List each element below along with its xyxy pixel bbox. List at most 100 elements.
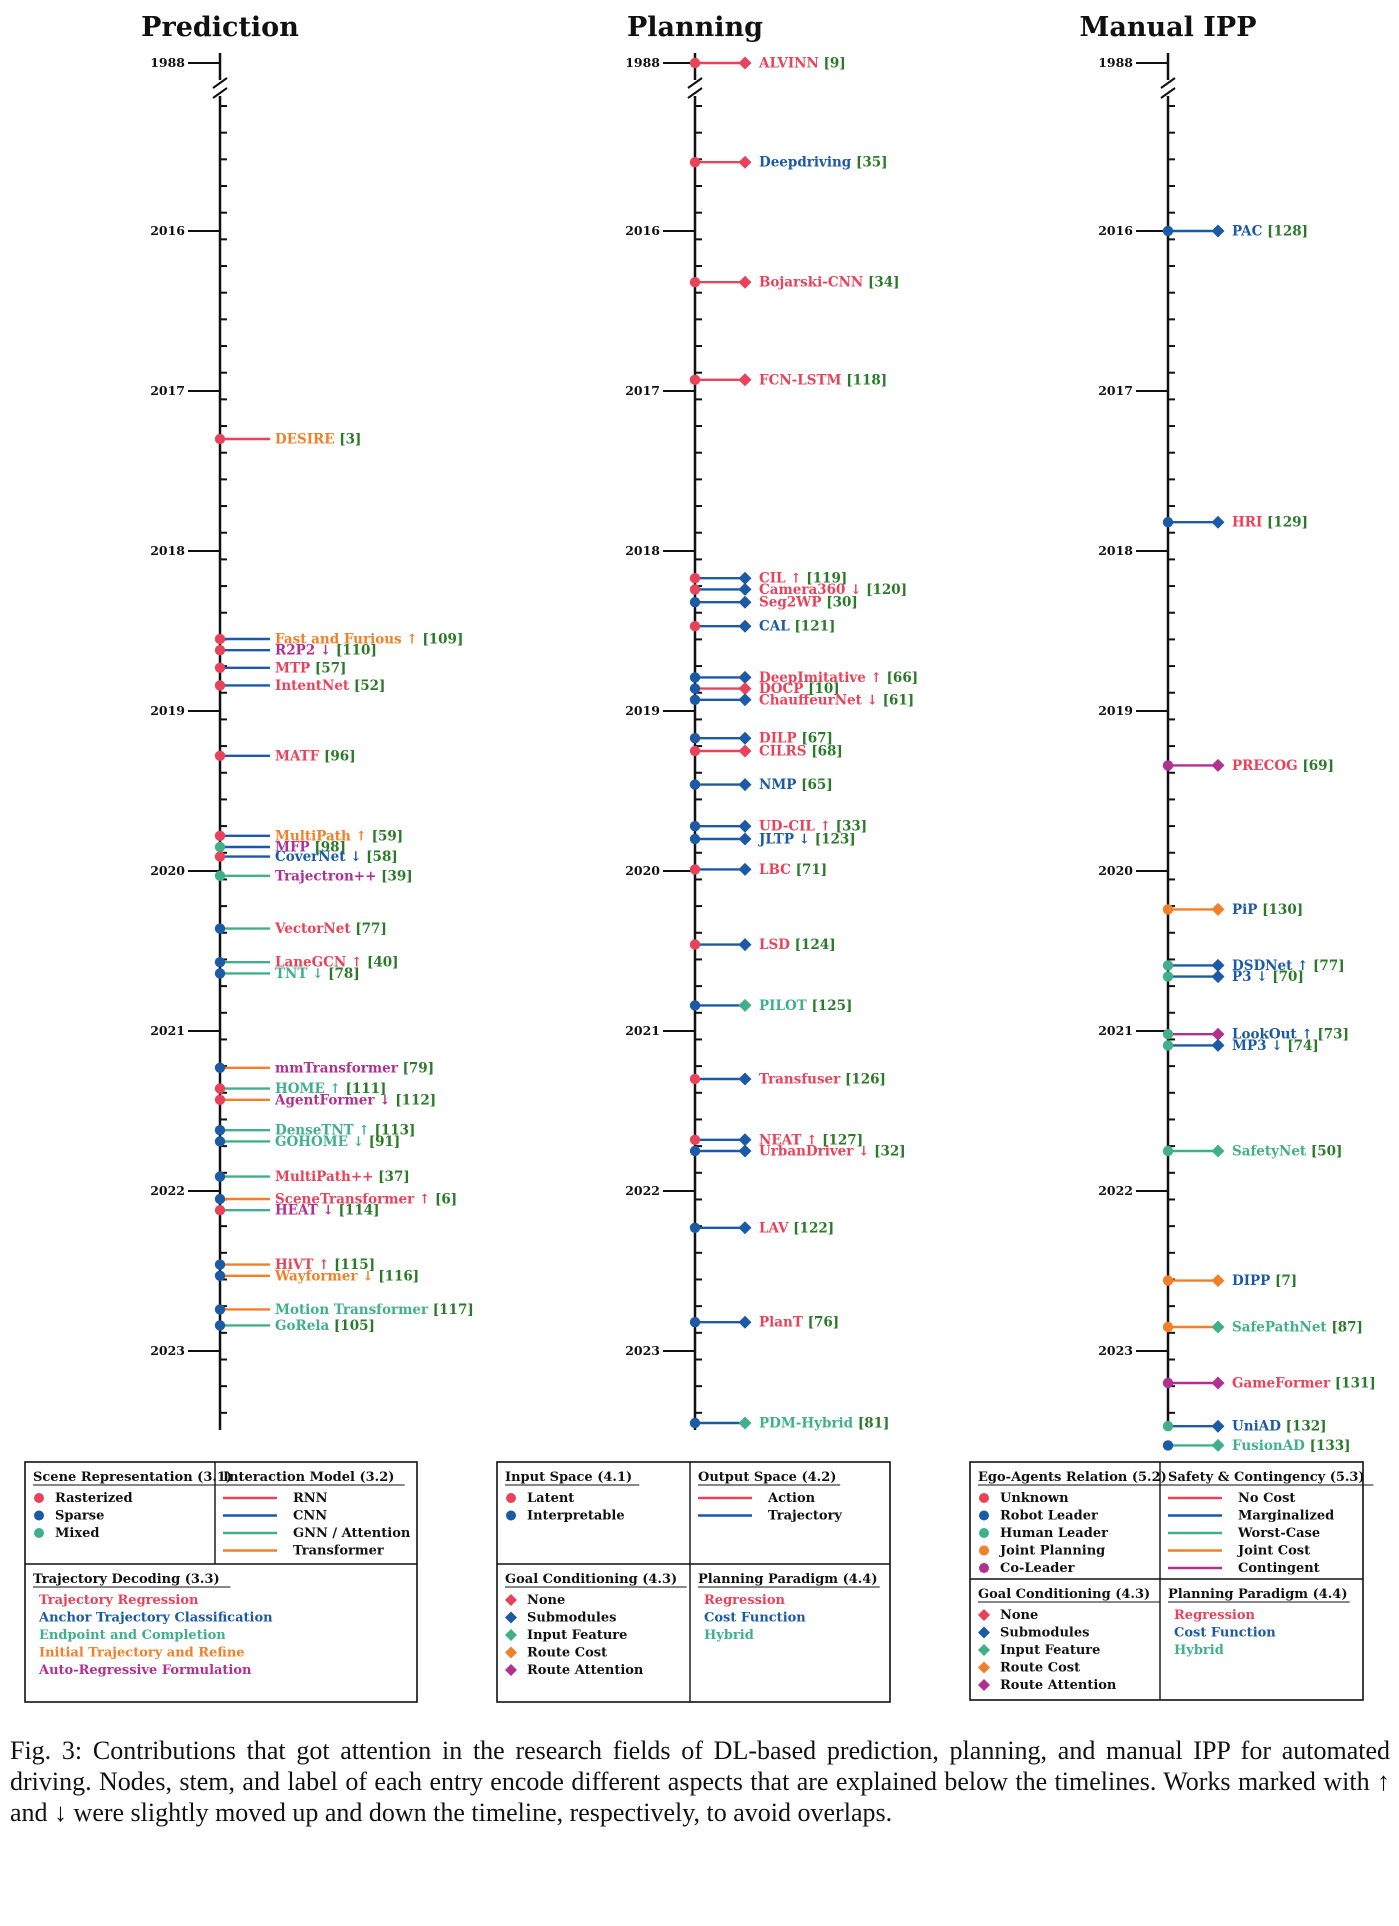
entry-node	[214, 433, 226, 445]
entry-goal-diamond	[1211, 1438, 1225, 1452]
entry-reference: [123]	[815, 832, 856, 848]
entry-node	[214, 645, 226, 656]
entry-node	[1162, 1275, 1174, 1286]
timeline-entry: DeepImitative ↑ [66]	[689, 670, 918, 686]
entry-goal-diamond	[1211, 958, 1225, 972]
legend-label: Auto-Regressive Formulation	[38, 1663, 252, 1678]
entry-node	[689, 621, 701, 632]
entry-reference: [105]	[334, 1318, 375, 1334]
year-label: 2017	[150, 383, 185, 398]
entry-node	[214, 1094, 226, 1106]
entry-label: CILRS [68]	[759, 744, 843, 760]
timeline-entry: IntentNet [52]	[214, 678, 385, 694]
entry-label: mmTransformer [79]	[275, 1060, 434, 1076]
entry-node	[214, 968, 226, 979]
legend-label: Endpoint and Completion	[39, 1628, 226, 1643]
timeline-entry: Seg2WP [30]	[689, 595, 858, 611]
entry-reference: [65]	[801, 777, 833, 793]
legend-frame	[24, 1461, 418, 1703]
timeline-entry: HiVT ↑ [115]	[214, 1257, 375, 1273]
timeline-entry: PILOT [125]	[689, 998, 852, 1014]
entry-goal-diamond	[1211, 224, 1225, 238]
entry-node	[214, 680, 226, 691]
entry-label: LaneGCN ↑ [40]	[275, 955, 399, 971]
entry-label: HiVT ↑ [115]	[275, 1257, 375, 1273]
entry-reference: [58]	[366, 849, 398, 865]
timeline-entry: CAL [121]	[689, 619, 835, 635]
entry-reference: [131]	[1335, 1376, 1376, 1392]
entry-label: Transfuser [126]	[759, 1072, 886, 1088]
entry-node	[214, 1062, 226, 1074]
entry-goal-diamond	[738, 56, 752, 70]
entry-goal-diamond	[1211, 1144, 1225, 1158]
entry-node	[689, 1000, 701, 1011]
timeline-entry: MultiPath ↑ [59]	[214, 828, 403, 844]
legend-label: Submodules	[1000, 1626, 1089, 1641]
legend-title: Safety & Contingency (5.3)	[1168, 1470, 1365, 1485]
entry-label: Seg2WP [30]	[759, 595, 858, 611]
entry-goal-diamond	[738, 832, 752, 846]
entry-label: NMP [65]	[759, 777, 833, 793]
year-label: 2019	[150, 703, 185, 718]
entry-goal-diamond	[738, 1221, 752, 1235]
year-label: 2023	[1098, 1343, 1133, 1358]
entry-label: DILP [67]	[759, 731, 833, 747]
entry-goal-diamond	[738, 571, 752, 585]
legend-diamond	[978, 1609, 990, 1621]
entry-goal-diamond	[738, 744, 752, 758]
entry-reference: [112]	[395, 1092, 436, 1108]
legend-dot	[506, 1493, 516, 1503]
timeline-entry: MultiPath++ [37]	[214, 1169, 410, 1185]
entry-node	[689, 939, 701, 950]
legend-frame	[496, 1461, 891, 1703]
entry-label: SceneTransformer ↑ [6]	[275, 1192, 457, 1208]
legend-title: Trajectory Decoding (3.3)	[33, 1572, 220, 1587]
timeline-entry: PAC [128]	[1162, 224, 1308, 240]
entry-label: MultiPath++ [37]	[275, 1169, 410, 1185]
entry-label: SafetyNet [50]	[1232, 1144, 1342, 1160]
entry-node	[214, 1125, 226, 1136]
entry-goal-diamond	[1211, 1027, 1225, 1041]
legend-label: Route Cost	[1000, 1661, 1080, 1676]
timeline-entry: mmTransformer [79]	[214, 1060, 434, 1076]
legend-diamond	[505, 1611, 517, 1624]
entry-node	[1162, 1321, 1174, 1333]
entry-reference: [111]	[345, 1081, 386, 1097]
legend-label: CNN	[293, 1509, 327, 1524]
entry-label: HEAT ↓ [114]	[275, 1203, 380, 1219]
entry-node	[214, 851, 226, 862]
entry-label: Deepdriving [35]	[759, 155, 888, 171]
entry-reference: [37]	[378, 1169, 410, 1185]
entry-label: LAV [122]	[759, 1220, 834, 1236]
timeline-panel: Manual IPP 1988 2016 2017 2018 2019 2020 2021 20…	[1079, 12, 1375, 1454]
entry-label: UniAD [132]	[1232, 1419, 1327, 1435]
panel-title: Planning	[627, 12, 763, 43]
legend-diamond	[505, 1594, 517, 1606]
entry-label: DIPP [7]	[1232, 1273, 1297, 1289]
entry-goal-diamond	[1211, 902, 1225, 916]
entry-reference: [81]	[858, 1416, 890, 1432]
entry-reference: [77]	[1313, 958, 1345, 974]
timeline-entry: UD-CIL ↑ [33]	[689, 819, 867, 835]
entry-label: PlanT [76]	[759, 1315, 839, 1331]
timeline-entry: NMP [65]	[689, 777, 833, 793]
entry-label: DenseTNT ↑ [113]	[275, 1123, 415, 1139]
timeline-entry: DSDNet ↑ [77]	[1162, 958, 1345, 974]
entry-label: LSD [124]	[759, 937, 836, 953]
entry-reference: [74]	[1287, 1038, 1319, 1054]
timeline-entry: FusionAD [133]	[1162, 1438, 1351, 1454]
timeline-entry: HOME ↑ [111]	[214, 1081, 386, 1097]
entry-reference: [9]	[824, 56, 846, 72]
entry-goal-diamond	[738, 693, 752, 707]
entry-node	[214, 1320, 226, 1331]
year-label: 2023	[625, 1343, 660, 1358]
entry-reference: [50]	[1311, 1144, 1343, 1160]
timeline-entry: FCN-LSTM [118]	[689, 372, 887, 388]
legend-title: Ego-Agents Relation (5.2)	[978, 1470, 1167, 1485]
entry-node	[1162, 1440, 1174, 1451]
entry-reference: [130]	[1262, 902, 1303, 918]
legend-label: Route Cost	[527, 1646, 607, 1661]
entry-node	[689, 1073, 701, 1085]
entry-label: CIL ↑ [119]	[759, 571, 847, 587]
entry-reference: [68]	[811, 744, 843, 760]
